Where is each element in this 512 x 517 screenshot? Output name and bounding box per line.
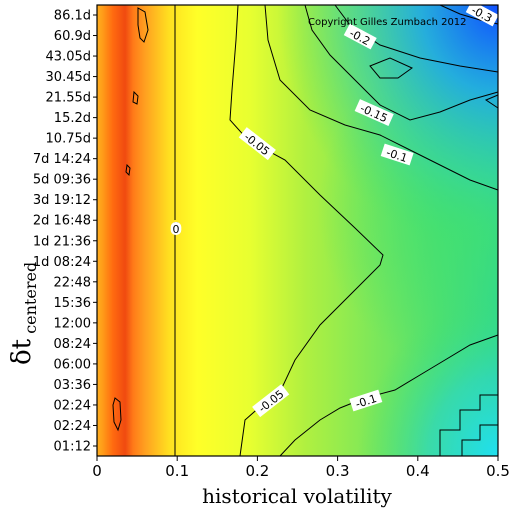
contour-loop-minus-0.15 (369, 57, 413, 79)
contour-label-text: 0 (173, 223, 180, 236)
contour-label-background (354, 99, 394, 127)
x-tick-label: 0 (92, 462, 102, 480)
y-tick-label: 12:00 (54, 316, 91, 331)
y-tick-label: 86.1d (54, 9, 91, 24)
y-tick-label: 15.2d (54, 111, 91, 126)
y-tick-label: 5d 09:36 (33, 173, 91, 188)
y-axis-label-subscript: centered (21, 262, 40, 334)
y-tick-label: 02:24 (54, 398, 91, 413)
heatmap-cyan-region-bottom (97, 5, 498, 456)
contour-line-minus-0.2 (334, 4, 499, 73)
contour-label-background (465, 0, 499, 27)
contour-loop-top-left (137, 7, 149, 43)
x-tick-label: 0.3 (326, 462, 350, 480)
contour-loop-left-1 (132, 90, 139, 105)
contour-loop-bottom-left (112, 397, 122, 432)
y-tick-label: 22:48 (54, 275, 91, 290)
svg-text:δt centered: δt centered (7, 262, 40, 365)
contour-label-background (380, 143, 414, 166)
y-axis-label-main: δt (7, 338, 37, 365)
y-tick-label: 2d 16:48 (33, 214, 91, 229)
y-tick-label: 15:36 (54, 296, 91, 311)
x-tick-label: 0.2 (245, 462, 269, 480)
x-axis-ticks: 0 0.1 0.2 0.3 0.4 0.5 (92, 456, 510, 480)
contour-line-minus-0.1-lower (279, 334, 499, 457)
x-tick-label: 0.5 (486, 462, 510, 480)
x-tick-label: 0.1 (165, 462, 189, 480)
copyright-text: Copyright Gilles Zumbach 2012 (308, 17, 467, 28)
y-axis-label: δt centered (7, 262, 40, 365)
y-tick-label: 60.9d (54, 29, 91, 44)
y-tick-label: 1d 21:36 (33, 234, 91, 249)
contour-label: 0 (170, 222, 182, 236)
contour-notch-right (484, 94, 499, 109)
contour-steps-lower-right (439, 394, 498, 456)
contour-label: -0.1 (349, 389, 383, 412)
contour-line-minus-0.1-upper (264, 4, 499, 191)
x-axis-label: historical volatility (202, 484, 392, 508)
y-tick-label: 43.05d (46, 50, 91, 65)
y-tick-label: 03:36 (54, 378, 91, 393)
y-tick-label: 7d 14:24 (33, 152, 91, 167)
y-tick-label: 10.75d (46, 132, 91, 147)
y-tick-label: 1d 08:24 (33, 255, 91, 270)
contour-lines (112, 4, 499, 457)
y-tick-label: 30.45d (46, 70, 91, 85)
y-tick-label: 02:24 (54, 419, 91, 434)
contour-label: -0.1 (380, 143, 414, 166)
contour-label-background (349, 389, 383, 412)
contour-label-background (238, 127, 276, 161)
contour-label-background (343, 23, 377, 50)
contour-label-text: -0.1 (385, 146, 409, 165)
plot-frame (96, 4, 499, 457)
y-tick-label: 21.55d (46, 91, 91, 106)
contour-label-text: -0.1 (354, 392, 378, 411)
plot-area: -0.3-0.2-0.15-0.1-0.050-0.05 -0.1 Copyrig… (96, 0, 499, 457)
contour-line-minus-0.15 (304, 4, 499, 121)
y-tick-label: 06:00 (54, 357, 91, 372)
contour-label-background (170, 222, 182, 235)
y-axis-ticks: 01:12 02:24 02:24 03:36 06:00 08:24 12:00 15:36… (33, 9, 97, 455)
contour-label-background (252, 384, 290, 418)
contour-loop-left-2 (125, 163, 131, 177)
x-tick-label: 0.4 (406, 462, 430, 480)
y-tick-label: 08:24 (54, 337, 91, 352)
contour-steps-bottom-right (461, 424, 498, 456)
y-tick-label: 01:12 (54, 440, 91, 455)
y-tick-label: 3d 19:12 (33, 193, 91, 208)
